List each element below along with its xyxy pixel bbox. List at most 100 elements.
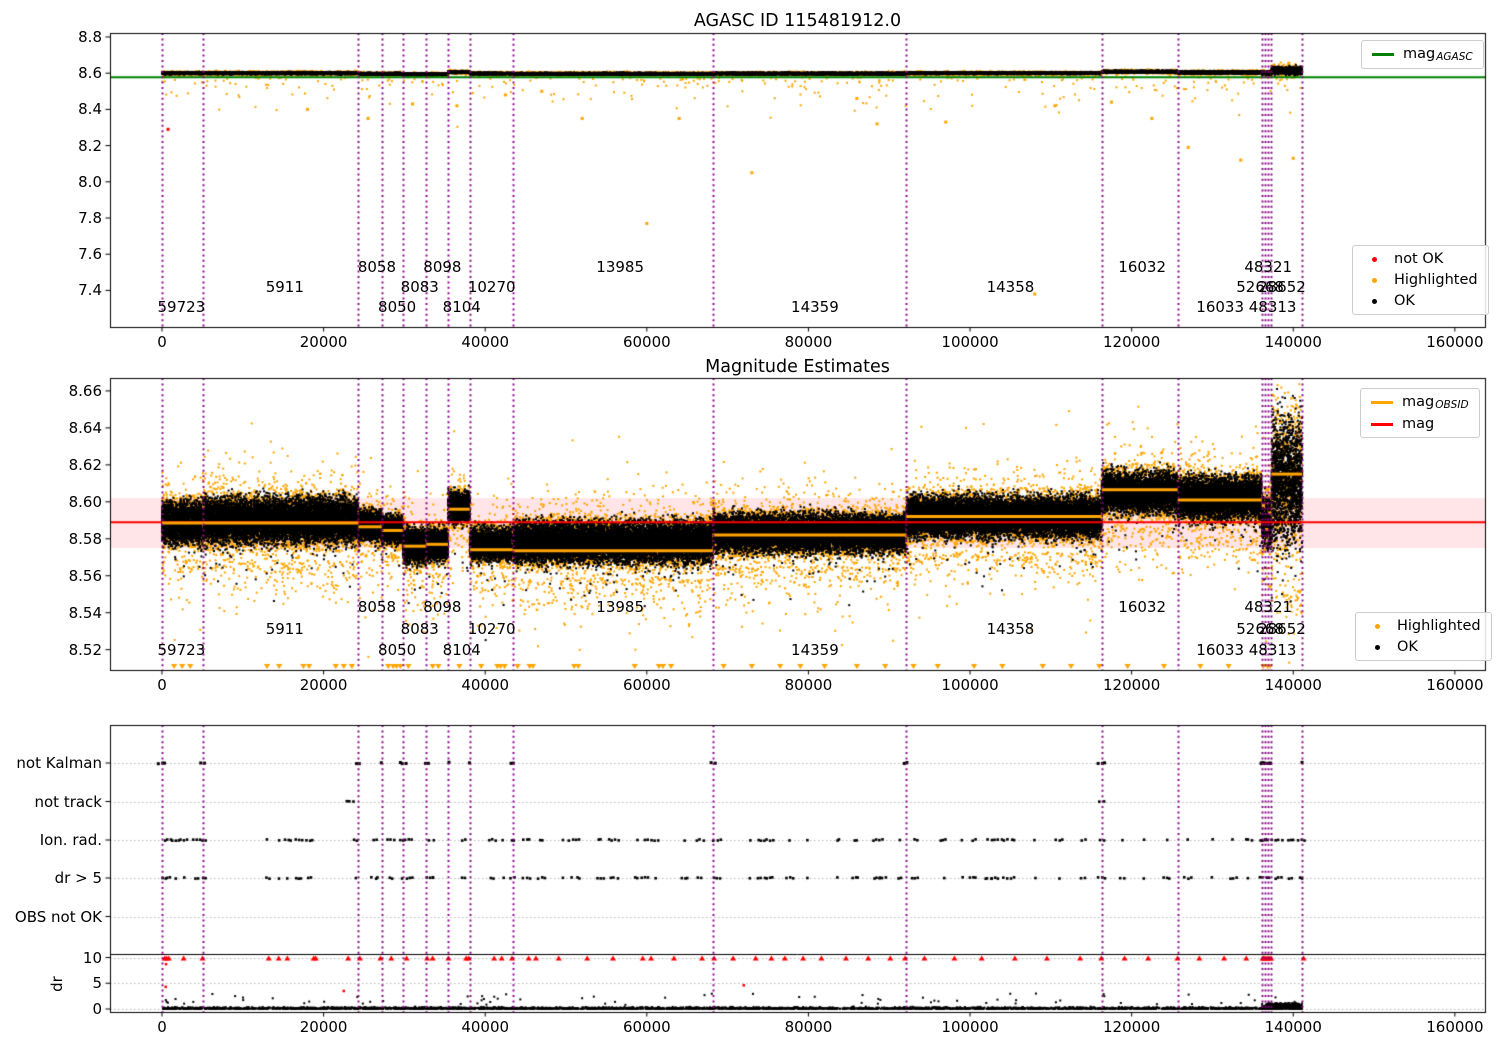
obsid-label: 48321 [1244,597,1293,616]
obsid-label: 8083 [400,620,439,639]
legend-item-magagasc: magAGASC [1372,46,1473,63]
legend-mag-lines: magOBSID mag [1360,388,1480,438]
x-tick-label: 60000 [622,675,671,694]
obsid-label: 10270 [467,620,516,639]
x-tick-label: 40000 [461,1017,510,1036]
x-tick-label: 80000 [784,675,833,694]
dr-tick-label: 0 [92,999,102,1018]
category-label: not Kalman [16,753,102,772]
x-tick-label: 20000 [299,1017,348,1036]
x-tick-label: 80000 [784,332,833,351]
x-tick-label: 100000 [941,675,999,694]
top-chart-title: AGASC ID 115481912.0 [693,11,902,31]
obsid-label: 8104 [442,297,481,316]
legend-marker-swatch [1363,256,1385,262]
y-tick-label: 8.8 [78,27,102,46]
obsid-label: 28652 [1258,620,1306,639]
legend-middle-markers: Highlighted OK [1355,612,1492,661]
obsid-label: 14358 [986,277,1035,296]
legend-marker-swatch [1366,623,1388,629]
y-tick-label: 7.6 [78,244,102,263]
obsid-label: 8098 [423,597,462,616]
y-tick-label: 8.6 [78,63,102,82]
obsid-label: 8104 [442,640,481,659]
obsid-label: 5911 [265,620,304,639]
legend-label: magAGASC [1403,46,1473,63]
obsid-label: 8058 [357,257,397,276]
x-tick-label: 20000 [299,675,348,694]
obsid-label: 8098 [423,257,462,276]
obsid-label: 13985 [596,597,644,616]
legend-label: Highlighted [1397,618,1481,634]
dr-axis-label: dr [47,976,66,992]
x-tick-label: 140000 [1264,332,1322,351]
obsid-label: 28652 [1258,277,1306,296]
legend-label: OK [1397,639,1418,655]
y-tick-label: 7.8 [78,208,102,227]
category-label: Ion. rad. [39,830,102,849]
legend-marker-swatch [1363,277,1385,283]
obsid-label: 14358 [986,620,1035,639]
obsid-label: 14359 [791,640,839,659]
legend-item-ok: OK [1363,293,1478,309]
y-tick-label: 8.66 [68,381,102,400]
obsid-label: 8050 [378,640,417,659]
category-label: not track [34,792,102,811]
y-tick-label: 8.0 [78,172,102,191]
legend-label: Highlighted [1394,272,1478,288]
legend-marker-swatch [1366,644,1388,650]
dr-tick-label: 5 [92,974,102,992]
x-tick-label: 120000 [1103,332,1161,351]
x-tick-label: 20000 [299,332,348,351]
legend-item-highlighted: Highlighted [1366,618,1481,634]
x-tick-label: 60000 [622,1017,671,1036]
legend-label: not OK [1394,251,1444,267]
x-tick-label: 160000 [1426,332,1484,351]
obsid-label: 10270 [467,277,516,296]
obsid-label: 52668 [1236,620,1284,639]
obsid-label: 14359 [791,297,839,316]
category-label: dr > 5 [54,868,102,887]
x-tick-label: 100000 [941,1017,999,1036]
legend-line-swatch [1371,401,1393,404]
obsid-label: 5911 [265,277,304,296]
y-tick-label: 8.64 [68,418,102,437]
y-tick-label: 7.4 [78,281,102,300]
x-tick-label: 0 [157,1017,167,1036]
x-tick-label: 0 [157,332,167,351]
obsid-label: 16032 [1118,597,1166,616]
legend-label: magOBSID [1402,394,1469,411]
legend-item-highlighted: Highlighted [1363,272,1478,288]
x-tick-label: 80000 [784,1017,833,1036]
legend-top-markers: not OK Highlighted OK [1352,245,1489,315]
legend-item-not-ok: not OK [1363,251,1478,267]
obsid-label: 16033 48313 [1196,640,1297,659]
x-tick-label: 40000 [461,332,510,351]
x-tick-label: 120000 [1103,675,1161,694]
x-tick-label: 100000 [941,332,999,351]
y-tick-label: 8.4 [78,100,102,119]
x-tick-label: 160000 [1426,675,1484,694]
y-tick-label: 8.52 [68,640,102,659]
obsid-label: 8058 [357,597,397,616]
legend-marker-swatch [1363,298,1385,304]
legend-line-swatch [1372,53,1394,56]
legend-item-ok: OK [1366,639,1481,655]
obsid-label: 48321 [1244,257,1293,276]
obsid-label: 52668 [1236,277,1284,296]
legend-mag-agasc: magAGASC [1361,40,1484,69]
x-tick-label: 140000 [1264,675,1322,694]
obsid-label: 16032 [1118,257,1166,276]
legend-label: OK [1394,293,1415,309]
legend-item-mag: mag [1371,416,1469,432]
legend-line-swatch [1371,422,1393,426]
obsid-label: 13985 [596,257,644,276]
y-tick-label: 8.62 [68,455,102,474]
x-tick-label: 40000 [461,675,510,694]
x-tick-label: 160000 [1426,1017,1484,1036]
x-tick-label: 120000 [1103,1017,1161,1036]
y-tick-label: 8.54 [68,603,102,622]
obsid-label: 16033 48313 [1196,297,1297,316]
dr-tick-label: 10 [82,948,102,967]
